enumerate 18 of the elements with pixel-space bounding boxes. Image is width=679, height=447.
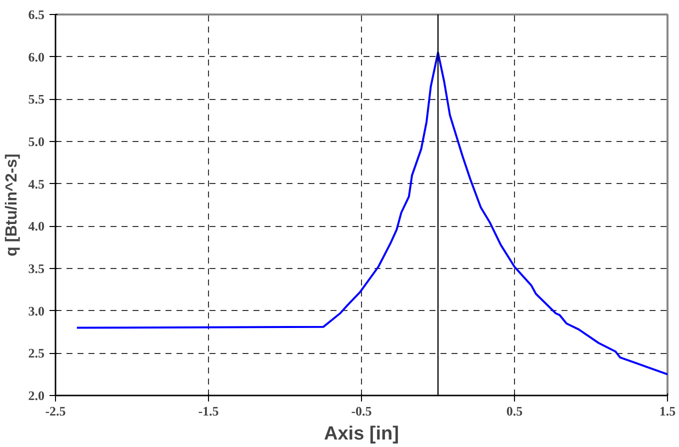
y-tick-label: 6.5 bbox=[28, 7, 45, 22]
line-series bbox=[76, 52, 668, 376]
x-tick-label: 1.5 bbox=[659, 404, 676, 418]
y-tick-label: 2.0 bbox=[28, 388, 44, 403]
y-tick-label: 2.5 bbox=[28, 346, 45, 361]
y-tick-label: 6.0 bbox=[28, 49, 44, 64]
y-tick-label: 5.5 bbox=[28, 92, 45, 107]
y-tick-label: 3.0 bbox=[28, 303, 44, 318]
y-axis-title: q [Btu/in^2-s] bbox=[3, 154, 20, 256]
x-tick-label: 0.5 bbox=[506, 404, 524, 418]
x-tick-label: -1.5 bbox=[198, 404, 220, 418]
y-tick-label: 4.5 bbox=[28, 176, 45, 192]
x-tick-label: -0.5 bbox=[351, 404, 372, 418]
y-tick-label: 3.5 bbox=[28, 261, 45, 276]
y-tick-label: 4.0 bbox=[28, 218, 44, 234]
y-tick-label: 5.0 bbox=[28, 134, 44, 149]
x-axis-title: Axis [in] bbox=[324, 424, 399, 444]
x-tick-label: -2.5 bbox=[45, 404, 66, 418]
